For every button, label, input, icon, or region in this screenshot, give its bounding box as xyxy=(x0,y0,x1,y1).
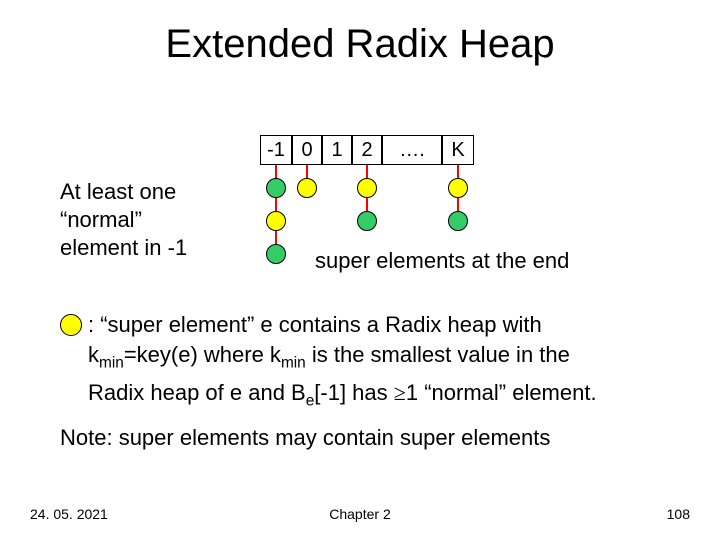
body-line-1: : “super element” e contains a Radix hea… xyxy=(60,310,680,340)
tick xyxy=(306,165,308,179)
annot-left-l1: At least one xyxy=(60,179,176,204)
heap-node xyxy=(297,178,317,198)
body-line-2: kmin=key(e) where kmin is the smallest v… xyxy=(60,340,680,378)
legend-yellow-node-icon xyxy=(60,314,82,336)
sub-min-2: min xyxy=(281,354,306,371)
body-t2b: =key(e) where k xyxy=(124,342,281,367)
cell-neg1: -1 xyxy=(260,135,292,165)
tick xyxy=(457,198,459,212)
heap-node xyxy=(357,178,377,198)
heap-node xyxy=(448,178,468,198)
cell-dots: …. xyxy=(382,135,442,165)
heap-node xyxy=(448,211,468,231)
body-t2a: k xyxy=(88,342,99,367)
sub-e: e xyxy=(306,393,315,410)
annotation-left: At least one “normal” element in -1 xyxy=(60,178,187,262)
heap-node xyxy=(357,211,377,231)
geq: ≥ xyxy=(394,380,406,405)
tick xyxy=(275,198,277,212)
body-line-3: Radix heap of e and Be[-1] has ≥1 “norma… xyxy=(60,378,680,416)
body-t3b: [-1] has xyxy=(314,380,393,405)
tick xyxy=(366,198,368,212)
heap-node xyxy=(266,211,286,231)
cell-2: 2 xyxy=(352,135,382,165)
page-title: Extended Radix Heap xyxy=(0,22,720,67)
slide: Extended Radix Heap -1 0 1 2 …. K At lea… xyxy=(0,0,720,540)
body-t1a: : “super element” e contains a Radix hea… xyxy=(88,312,542,337)
sub-min-1: min xyxy=(99,354,124,371)
cell-1: 1 xyxy=(322,135,352,165)
cell-0: 0 xyxy=(292,135,322,165)
annotation-right: super elements at the end xyxy=(315,248,569,274)
body-note: Note: super elements may contain super e… xyxy=(60,423,680,453)
tick xyxy=(275,165,277,179)
body-text: : “super element” e contains a Radix hea… xyxy=(60,310,680,453)
tick xyxy=(457,165,459,179)
body-t3c: 1 “normal” element. xyxy=(406,380,597,405)
body-t2c: is the smallest value in the xyxy=(306,342,570,367)
body-t3a: Radix heap of e and B xyxy=(88,380,306,405)
heap-node xyxy=(266,178,286,198)
footer-chapter: Chapter 2 xyxy=(0,506,720,522)
heap-node xyxy=(266,244,286,264)
tick xyxy=(275,231,277,245)
annot-left-l2: “normal” xyxy=(60,207,142,232)
footer-page: 108 xyxy=(667,506,690,522)
cell-K: K xyxy=(442,135,474,165)
annot-left-l3: element in -1 xyxy=(60,235,187,260)
tick xyxy=(366,165,368,179)
